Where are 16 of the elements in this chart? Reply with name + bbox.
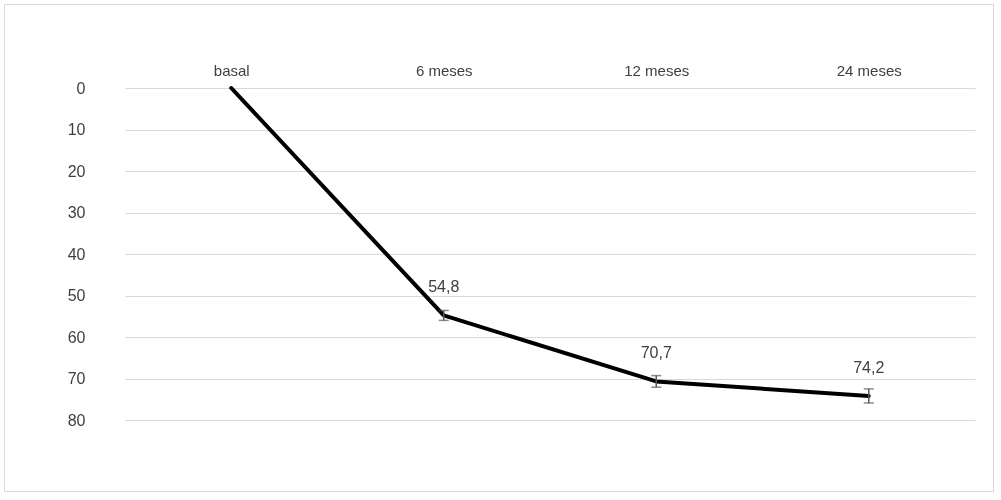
y-tick-label: 10: [67, 121, 86, 138]
x-tick-label: 24 meses: [836, 61, 902, 79]
y-tick-label: 80: [67, 411, 86, 429]
x-tick-label: 12 meses: [624, 61, 690, 79]
data-label: 70,7: [640, 344, 672, 362]
y-tick-label: 40: [67, 245, 86, 263]
y-tick-label: 60: [67, 328, 86, 346]
data-label: 74,2: [853, 358, 885, 376]
y-tick-label: 0: [76, 79, 86, 97]
y-tick-label: 30: [67, 204, 86, 221]
y-tick-label: 20: [67, 162, 86, 180]
x-tick-label: basal: [213, 61, 250, 79]
data-label: 54,8: [428, 278, 460, 296]
x-tick-label: 6 meses: [415, 61, 473, 79]
y-tick-label: 50: [67, 287, 86, 304]
y-tick-label: 70: [67, 370, 86, 387]
